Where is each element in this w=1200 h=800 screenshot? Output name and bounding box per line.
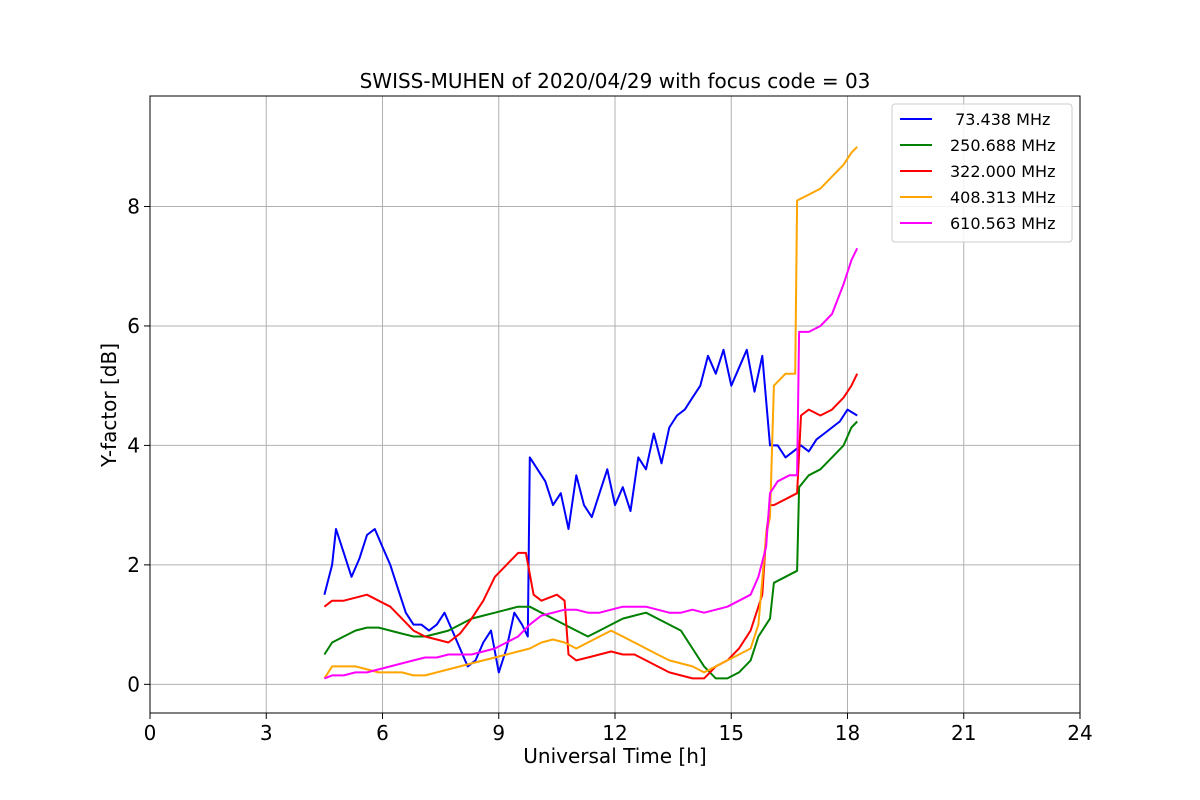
legend: 73.438 MHz 250.688 MHz 322.000 MHz 408.313 …	[891, 103, 1073, 243]
series-line-0	[323, 348, 858, 674]
y-tick-label: 6	[127, 314, 140, 338]
series-line-4	[324, 247, 859, 680]
x-axis: 0 3 6 9 12 15 18 21 24	[144, 713, 1093, 745]
x-tick-label: 12	[602, 721, 627, 745]
series-lines	[323, 146, 859, 680]
x-tick-label: 15	[719, 721, 744, 745]
legend-label: 322.000 MHz	[950, 162, 1055, 181]
series-line-2	[323, 373, 859, 680]
legend-box	[891, 103, 1073, 243]
x-tick-label: 0	[144, 721, 157, 745]
legend-label: 408.313 MHz	[950, 188, 1055, 207]
x-tick-label: 24	[1067, 721, 1092, 745]
legend-label: 250.688 MHz	[950, 136, 1055, 155]
x-tick-label: 6	[376, 721, 389, 745]
x-axis-label: Universal Time [h]	[523, 744, 706, 768]
y-tick-label: 4	[127, 433, 140, 457]
x-tick-label: 9	[492, 721, 505, 745]
y-tick-label: 0	[127, 672, 140, 696]
y-axis-label: Y-factor [dB]	[97, 343, 121, 468]
x-tick-label: 21	[951, 721, 976, 745]
x-tick-label: 3	[260, 721, 273, 745]
chart-title: SWISS-MUHEN of 2020/04/29 with focus cod…	[360, 69, 871, 93]
legend-label: 610.563 MHz	[950, 214, 1055, 233]
legend-label: 73.438 MHz	[950, 110, 1050, 129]
series-line-1	[323, 420, 858, 680]
y-axis: 0 2 4 6 8	[127, 194, 150, 696]
y-tick-label: 8	[127, 194, 140, 218]
x-tick-label: 18	[835, 721, 860, 745]
series-line-3	[323, 146, 858, 679]
y-tick-label: 2	[127, 553, 140, 577]
